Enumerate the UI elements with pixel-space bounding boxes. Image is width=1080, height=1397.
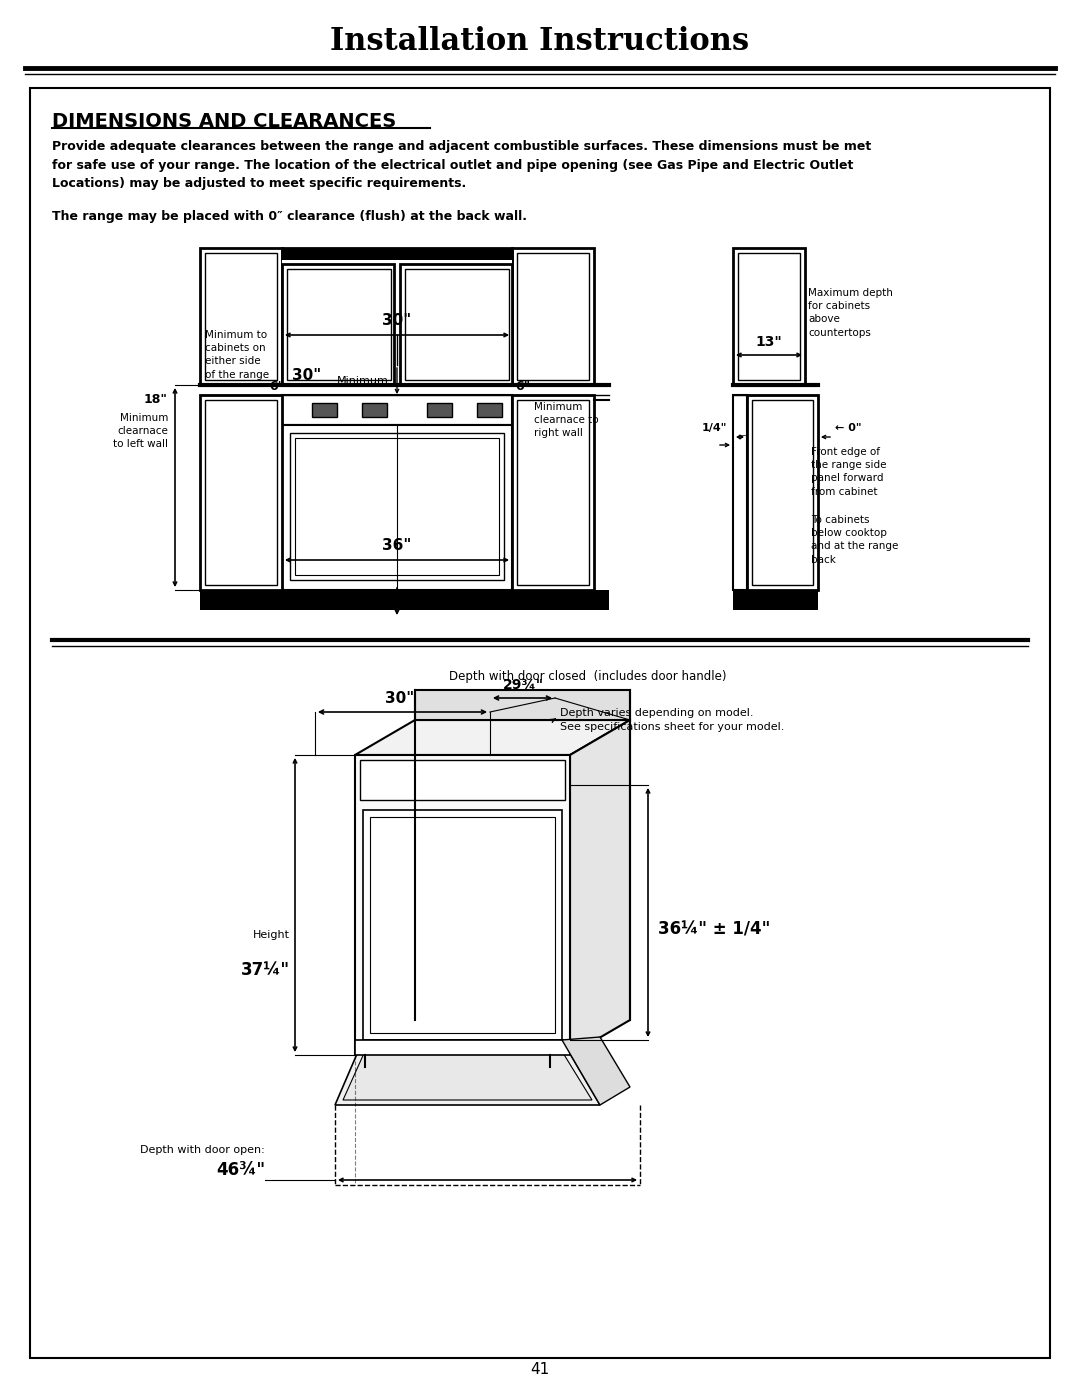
Bar — [287, 270, 391, 380]
Text: 37¼": 37¼" — [241, 961, 291, 979]
Bar — [427, 402, 453, 416]
Text: 30": 30" — [386, 692, 415, 705]
Polygon shape — [335, 1039, 600, 1105]
Bar — [747, 395, 818, 590]
Bar — [405, 270, 509, 380]
Polygon shape — [355, 719, 630, 754]
Bar — [205, 400, 276, 585]
Text: Maximum depth
for cabinets
above
countertops: Maximum depth for cabinets above counter… — [808, 288, 893, 338]
Bar — [282, 425, 512, 590]
Bar — [733, 590, 818, 610]
Bar — [282, 264, 394, 386]
Text: Depth varies depending on model.
See specifications sheet for your model.: Depth varies depending on model. See spe… — [561, 708, 784, 732]
Text: Minimum
clearnace
to left wall: Minimum clearnace to left wall — [113, 414, 168, 450]
Text: To cabinets
below cooktop
and at the range
back: To cabinets below cooktop and at the ran… — [811, 515, 899, 564]
Bar — [733, 249, 805, 386]
Bar — [752, 400, 813, 585]
Text: 6": 6" — [269, 380, 285, 393]
Bar — [200, 590, 609, 610]
Bar — [200, 395, 282, 590]
Polygon shape — [415, 690, 630, 719]
Polygon shape — [363, 810, 562, 1039]
Bar — [517, 400, 589, 585]
Text: Depth with door closed  (includes door handle): Depth with door closed (includes door ha… — [449, 671, 727, 683]
Text: DIMENSIONS AND CLEARANCES: DIMENSIONS AND CLEARANCES — [52, 112, 396, 131]
Bar — [512, 395, 594, 590]
Text: 1/4": 1/4" — [702, 423, 727, 433]
Bar — [291, 433, 504, 580]
Text: 29¾": 29¾" — [502, 678, 543, 692]
Text: Provide adequate clearances between the range and adjacent combustible surfaces.: Provide adequate clearances between the … — [52, 140, 872, 190]
Text: 18": 18" — [144, 393, 168, 407]
Bar — [295, 439, 499, 576]
Text: 41: 41 — [530, 1362, 550, 1377]
Bar — [282, 249, 512, 260]
Bar — [738, 253, 800, 380]
Text: 13": 13" — [756, 335, 782, 349]
Bar — [205, 253, 276, 380]
Text: 36¼" ± 1/4": 36¼" ± 1/4" — [658, 921, 770, 939]
Bar — [477, 402, 502, 416]
Text: ← 0": ← 0" — [835, 423, 862, 433]
Polygon shape — [370, 817, 555, 1032]
Bar — [360, 760, 565, 800]
Bar — [282, 395, 512, 425]
Text: The range may be placed with 0″ clearance (flush) at the back wall.: The range may be placed with 0″ clearanc… — [52, 210, 527, 224]
Text: 30": 30" — [292, 367, 321, 383]
Text: Minimum
clearnace to
right wall: Minimum clearnace to right wall — [534, 402, 598, 439]
Text: 36": 36" — [382, 538, 411, 553]
Bar — [355, 754, 570, 1055]
Text: Front edge of
the range side
panel forward
from cabinet: Front edge of the range side panel forwa… — [811, 447, 887, 496]
Polygon shape — [343, 1039, 592, 1099]
Bar — [200, 249, 282, 386]
Text: Depth with door open:: Depth with door open: — [140, 1146, 265, 1155]
Text: Minimum to
cabinets on
either side
of the range: Minimum to cabinets on either side of th… — [205, 330, 269, 380]
Text: Minimum: Minimum — [337, 376, 389, 386]
Bar — [400, 264, 512, 386]
Bar — [312, 402, 337, 416]
Text: 6": 6" — [515, 380, 530, 393]
Text: 46¾": 46¾" — [216, 1161, 265, 1179]
Text: Installation Instructions: Installation Instructions — [330, 27, 750, 57]
Bar — [282, 260, 512, 264]
Polygon shape — [562, 1037, 630, 1105]
Bar — [733, 395, 747, 590]
Bar — [355, 1039, 570, 1055]
Polygon shape — [570, 719, 630, 1055]
Bar — [517, 253, 589, 380]
Bar — [362, 402, 387, 416]
Text: 30": 30" — [382, 313, 411, 328]
Bar — [512, 249, 594, 386]
Text: Height: Height — [253, 930, 291, 940]
